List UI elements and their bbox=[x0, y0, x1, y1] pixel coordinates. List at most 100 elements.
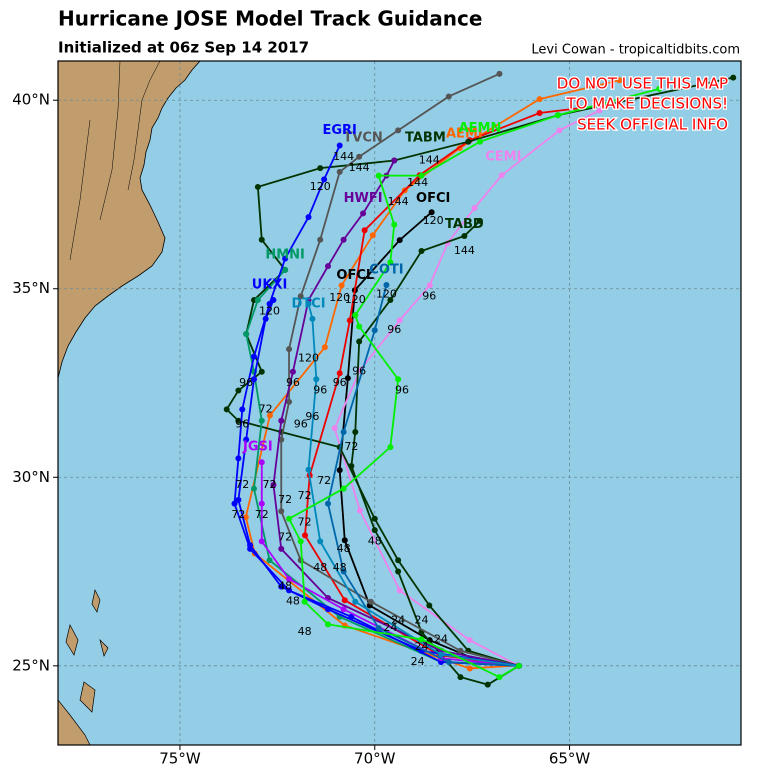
track-point bbox=[656, 85, 663, 92]
forecast-hour: 24 bbox=[434, 632, 448, 645]
warning-line: DO NOT USE THIS MAP bbox=[557, 75, 728, 93]
track-point bbox=[356, 338, 363, 345]
track-point bbox=[367, 598, 374, 605]
model-name: UKXI bbox=[252, 277, 288, 292]
track-point bbox=[325, 621, 332, 628]
track-point bbox=[387, 444, 394, 451]
forecast-hour: 96 bbox=[294, 417, 308, 430]
forecast-hour: 120 bbox=[423, 214, 444, 227]
y-tick-label: 25°N bbox=[12, 656, 50, 674]
track-point bbox=[340, 606, 347, 613]
track-point bbox=[395, 568, 402, 575]
track-point bbox=[466, 665, 473, 672]
track-point bbox=[369, 232, 376, 239]
track-point bbox=[289, 368, 296, 375]
forecast-hour: 24 bbox=[383, 621, 397, 634]
forecast-hour: 120 bbox=[259, 304, 280, 317]
forecast-hour: 48 bbox=[337, 542, 351, 555]
track-point bbox=[352, 429, 359, 436]
track-point bbox=[536, 96, 543, 103]
state-borders bbox=[69, 61, 161, 261]
forecast-hour: 96 bbox=[352, 365, 366, 378]
track-point bbox=[223, 406, 230, 413]
forecast-hour: 120 bbox=[345, 293, 366, 306]
track-point bbox=[536, 110, 543, 117]
forecast-hour: 96 bbox=[387, 323, 401, 336]
warning-line: SEEK OFFICIAL INFO bbox=[577, 116, 728, 134]
track-point bbox=[356, 153, 363, 160]
track-point bbox=[352, 598, 359, 605]
x-tick-label: 75°W bbox=[159, 750, 201, 768]
forecast-hour: 24 bbox=[391, 614, 405, 627]
track-point bbox=[321, 344, 328, 351]
forecast-hour: 120 bbox=[329, 291, 350, 304]
track-point bbox=[282, 266, 289, 273]
title: Hurricane JOSE Model Track Guidance bbox=[58, 7, 482, 31]
y-tick-label: 40°N bbox=[12, 91, 50, 109]
track-point bbox=[278, 508, 285, 515]
track-point bbox=[387, 297, 394, 304]
forecast-hour: 144 bbox=[419, 154, 440, 167]
track-point bbox=[305, 214, 312, 221]
track-point bbox=[445, 93, 452, 100]
credit: Levi Cowan - tropicaltidbits.com bbox=[531, 43, 740, 58]
track-point bbox=[254, 183, 261, 190]
forecast-hour: 48 bbox=[333, 561, 347, 574]
track-point bbox=[361, 227, 368, 234]
track-point bbox=[305, 466, 312, 473]
model-name: AEMI bbox=[446, 127, 483, 142]
track-point bbox=[556, 127, 563, 134]
subtitle: Initialized at 06z Sep 14 2017 bbox=[58, 39, 309, 57]
model-track bbox=[327, 284, 519, 667]
forecast-hour: 144 bbox=[407, 176, 428, 189]
track-point bbox=[239, 406, 246, 413]
track-point bbox=[426, 282, 433, 289]
track-point bbox=[341, 537, 348, 544]
track-point bbox=[317, 236, 324, 243]
model-name: HWFI bbox=[344, 191, 383, 206]
track-point bbox=[258, 459, 265, 466]
forecast-hour: 96 bbox=[305, 410, 319, 423]
cuba bbox=[58, 699, 91, 745]
forecast-hour: 24 bbox=[411, 655, 425, 668]
forecast-hour: 72 bbox=[298, 516, 312, 529]
forecast-hour: 48 bbox=[368, 534, 382, 547]
track-point bbox=[317, 538, 324, 545]
track-point bbox=[340, 485, 347, 492]
model-name: EGRI bbox=[322, 123, 356, 138]
track-point bbox=[270, 297, 277, 304]
track-point bbox=[340, 568, 347, 575]
forecast-hour: 48 bbox=[313, 561, 327, 574]
forecast-hour: 72 bbox=[263, 478, 277, 491]
track-point bbox=[331, 425, 338, 432]
forecast-hour: 120 bbox=[298, 352, 319, 365]
model-track bbox=[237, 299, 520, 667]
track-point bbox=[554, 112, 561, 119]
track-point bbox=[336, 142, 343, 149]
forecast-hour: 72 bbox=[278, 531, 292, 544]
track-point bbox=[395, 127, 402, 134]
track-point bbox=[515, 662, 522, 669]
track-point bbox=[235, 417, 242, 424]
forecast-hour: 48 bbox=[286, 595, 300, 608]
model-name: AEMN bbox=[459, 121, 502, 136]
track-point bbox=[471, 205, 478, 212]
model-name: JGSI bbox=[242, 440, 273, 455]
model-name: OFCI bbox=[416, 191, 450, 206]
bahamas bbox=[65, 588, 109, 713]
track-point bbox=[371, 515, 378, 522]
track-point bbox=[258, 500, 265, 507]
track-point bbox=[418, 248, 425, 255]
track-point bbox=[375, 172, 382, 179]
forecast-hour: 120 bbox=[310, 180, 331, 193]
track-point bbox=[305, 300, 312, 307]
forecast-hour: 144 bbox=[454, 244, 475, 257]
track-point bbox=[297, 538, 304, 545]
track-point bbox=[262, 315, 269, 322]
track-point bbox=[396, 317, 403, 324]
track-point bbox=[242, 514, 249, 521]
track-point bbox=[466, 637, 473, 644]
map-frame bbox=[57, 60, 742, 746]
track-point bbox=[247, 542, 254, 549]
forecast-hour: 72 bbox=[298, 489, 312, 502]
